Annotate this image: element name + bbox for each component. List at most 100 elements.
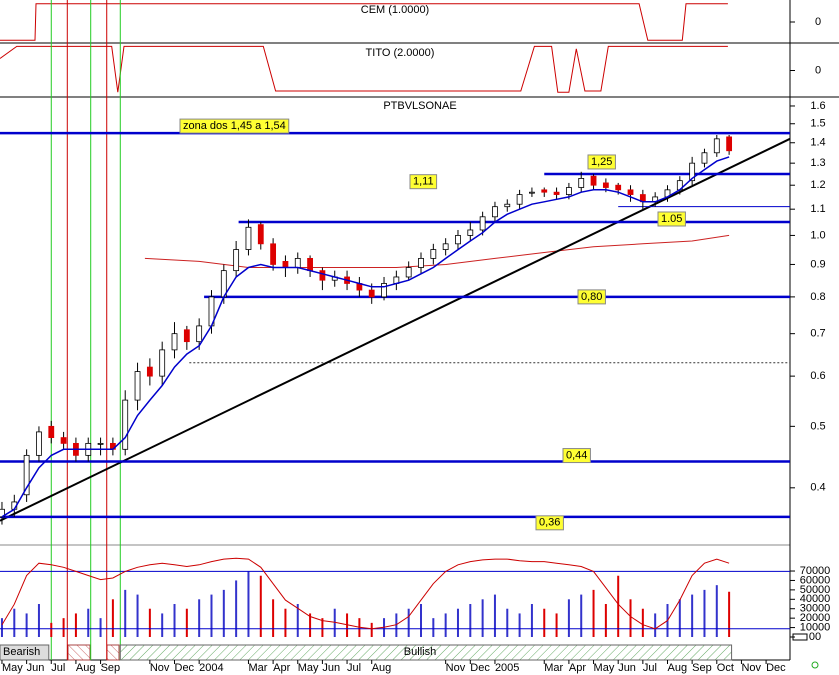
volume-bar (272, 599, 275, 637)
volume-bar (444, 613, 447, 637)
candle-body (405, 267, 412, 278)
candle-body (257, 224, 264, 245)
tito-title: TITO (2.0000) (366, 47, 435, 59)
candle-body (23, 454, 30, 496)
status-icon (811, 661, 819, 669)
candle-body (455, 235, 461, 245)
volume-bar (99, 618, 102, 637)
volume-bar (0, 618, 3, 637)
level-label-text: 1,11 (413, 176, 434, 188)
candle-body (60, 437, 67, 444)
x-tick-label: May (298, 662, 319, 674)
candle-body (467, 229, 474, 236)
price-title: PTBVLSONAE (383, 100, 456, 112)
level-label-box (179, 118, 290, 134)
volume-bar (629, 599, 632, 637)
candle-body (479, 216, 486, 231)
level-label-box (535, 515, 564, 531)
y-tick-label: 20000 (800, 612, 831, 624)
hatch-band (67, 644, 91, 661)
x-tick-label: Jun (618, 662, 636, 674)
volume-bar (161, 613, 164, 637)
x-tick-label: Dec (470, 662, 490, 674)
volume-bar (284, 608, 287, 637)
regime-label: Bullish (404, 646, 436, 658)
x-tick-label: Mar (544, 662, 563, 674)
volume-bar (87, 608, 90, 637)
volume-bar (370, 622, 373, 637)
x-tick-label: Jul (51, 662, 65, 674)
volume-bar (432, 618, 435, 637)
volume-bar (198, 599, 201, 637)
candle-body (418, 257, 424, 268)
candle-body (504, 203, 511, 208)
candle-body (565, 187, 572, 195)
regime-band (0, 644, 50, 661)
volume-bar (617, 575, 620, 637)
candle-body (627, 189, 634, 195)
candle-body (578, 178, 585, 188)
volume-bar (333, 608, 336, 637)
indicator-line (0, 3, 728, 41)
candle-body (319, 270, 326, 281)
volume-bar (530, 604, 533, 637)
y-tick-label: 0.5 (810, 420, 825, 432)
volume-bar (259, 575, 262, 637)
x-tick-label: Aug (372, 662, 392, 674)
volume-bar (407, 608, 410, 637)
volume-bar (247, 571, 250, 637)
level-label-text: 1,25 (591, 156, 612, 168)
x-tick-label: Jul (347, 662, 361, 674)
y-tick-label: 0.6 (810, 370, 825, 382)
x-tick-label: Mar (248, 662, 267, 674)
volume-bar (678, 599, 681, 637)
volume-bar (555, 613, 558, 637)
cem-title: CEM (1.0000) (361, 4, 429, 16)
candle-body (159, 349, 166, 377)
regime-label: Bearish (3, 646, 40, 658)
candle-body (146, 366, 153, 377)
candle-body (282, 261, 289, 268)
level-label: 0,36 (535, 515, 564, 531)
level-label: 1.05 (657, 211, 686, 227)
volume-bar (691, 594, 694, 637)
y-tick-label: 1.6 (810, 100, 825, 112)
level-label-text: zona dos 1,45 a 1,54 (183, 120, 286, 132)
x-tick-label: Nov (150, 662, 170, 674)
candle-body (726, 136, 733, 152)
y-tick-label: 40000 (800, 593, 831, 605)
candle-body (294, 257, 301, 268)
candle-body (590, 175, 597, 186)
volume-bar (592, 589, 595, 637)
level-label-text: 0,44 (566, 449, 587, 461)
x-tick-label: Jul (643, 662, 657, 674)
volume-bar (309, 613, 312, 637)
volume-bar (296, 604, 299, 637)
x-tick-label: Sep (101, 662, 121, 674)
y-tick-label: 0 (815, 16, 821, 28)
volume-bar (641, 608, 644, 637)
candle-body (368, 289, 375, 298)
level-label: 0,80 (577, 289, 606, 305)
volume-bar (604, 604, 607, 637)
candle-body (701, 152, 708, 164)
level-label-box (577, 289, 606, 305)
volume-bar (25, 613, 28, 637)
volume-bar (111, 599, 114, 637)
volume-bar (37, 604, 40, 637)
candle-body (516, 194, 523, 205)
x-tick-label: Nov (446, 662, 466, 674)
candle-body (381, 283, 387, 298)
candle-body (541, 189, 548, 193)
volume-bar (235, 580, 238, 637)
candle-body (492, 206, 498, 218)
level-label-text: 1.05 (661, 213, 682, 225)
candle-body (97, 442, 104, 445)
volume-bar (567, 599, 570, 637)
x-tick-label: 2004 (199, 662, 223, 674)
volume-bar (493, 594, 496, 637)
volume-bar (543, 608, 546, 637)
